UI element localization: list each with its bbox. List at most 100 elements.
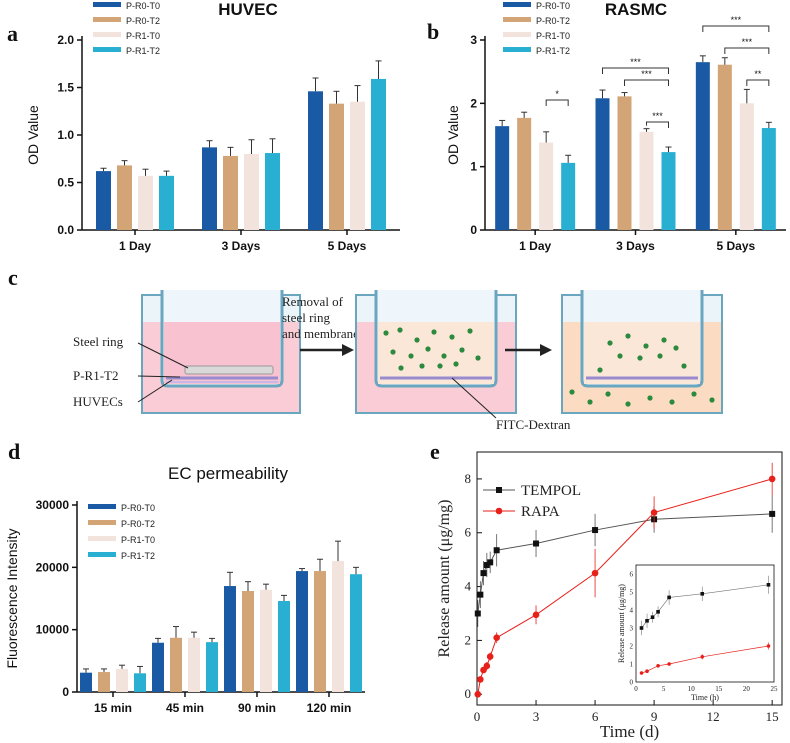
y-tick-label: 10000	[36, 623, 70, 637]
point-rapa	[768, 475, 776, 483]
legend-swatch	[93, 32, 121, 37]
point-tempol	[483, 562, 490, 569]
bar	[350, 101, 365, 230]
panel-d-chart: 0 10000 20000 30000 Fluorescence Intensity EC…	[4, 464, 365, 715]
point-tempol	[769, 510, 776, 517]
well-1-insert-medium	[164, 322, 280, 384]
bar	[116, 668, 128, 692]
legend-swatch	[503, 17, 531, 22]
sig-bracket-day5-b-label: ***	[742, 37, 753, 47]
inset-y-tick-label: 4	[630, 607, 634, 615]
chart-title: RASMC	[605, 0, 667, 19]
dextran-dot	[414, 337, 420, 343]
point-rapa	[650, 509, 658, 516]
dextran-dot	[625, 333, 631, 339]
bar	[223, 155, 238, 230]
chart-title: HUVEC	[218, 0, 278, 19]
sig-bracket-day5-c	[746, 79, 770, 86]
point-rapa	[493, 634, 500, 642]
dextran-dot	[643, 343, 649, 349]
plot-frame	[476, 451, 783, 706]
bar	[617, 96, 632, 230]
dextran-dot	[475, 355, 481, 361]
dextran-dot	[607, 340, 613, 346]
legend-label: P-R1-T2	[121, 551, 155, 561]
dextran-dot	[467, 328, 473, 334]
dextran-dot	[597, 367, 603, 373]
inset-frame	[635, 564, 775, 683]
inset-point-rapa	[667, 662, 671, 666]
panel-a-label: a	[7, 21, 18, 46]
bar	[206, 642, 218, 692]
pointer-dextran	[451, 377, 497, 419]
y-tick-label: 8	[465, 471, 472, 486]
well-3-insert-medium	[584, 322, 700, 384]
transwell-1	[141, 290, 301, 414]
label-removal: Removal of steel ring and membrane	[282, 294, 359, 341]
legend-swatch	[503, 47, 531, 52]
panel-b-chart: 0 1 2 3 OD Value RASMC 1 Day 3 Days 5 Days P-R0-T…	[445, 0, 786, 253]
legend-label: TEMPOL	[521, 483, 581, 499]
point-tempol	[474, 610, 481, 617]
bar	[96, 171, 111, 230]
inset-y-tick-label: 5	[630, 589, 634, 597]
legend-swatch	[88, 504, 116, 509]
inset-x-axis-label: Time (h)	[691, 693, 719, 702]
y-tick-label: 1	[470, 160, 477, 174]
legend-label: P-R1-T2	[536, 46, 570, 56]
dextran-dot	[425, 346, 431, 352]
x-tick-label: 9	[651, 709, 658, 724]
dextran-dot	[661, 337, 667, 343]
bar	[117, 165, 132, 230]
inset-y-axis-label: Release amount (μg/mg)	[617, 584, 626, 663]
x-tick-label: 12	[707, 709, 720, 724]
series-line-rapa	[477, 478, 773, 695]
inset-point-rapa	[700, 655, 705, 659]
dextran-dot	[431, 329, 437, 335]
bar	[202, 147, 217, 230]
x-tick-label: 15 min	[94, 701, 132, 715]
y-axis-label: OD Value	[445, 105, 461, 165]
x-tick-label: 120 min	[307, 701, 352, 715]
inset-y-tick-label: 0	[630, 679, 634, 687]
inset-y-tick-label: 3	[630, 625, 634, 633]
bar	[495, 126, 510, 230]
inset-y-tick-label: 1	[630, 661, 634, 669]
sig-bracket-day1	[545, 99, 569, 106]
transwell-3	[561, 290, 723, 414]
y-tick-label: 2	[465, 632, 472, 647]
legend-label: P-R0-T2	[536, 16, 570, 26]
y-axis-label: Release amount (μg/mg)	[436, 500, 453, 658]
point-tempol	[592, 527, 599, 534]
dextran-dot	[419, 363, 425, 369]
legend-swatch	[503, 32, 531, 37]
dextran-dot	[398, 365, 404, 371]
legend-marker	[496, 487, 502, 493]
inset-point-tempol	[656, 610, 660, 614]
inset-point-tempol	[766, 583, 771, 587]
sig-bracket-day5-a-label: ***	[731, 15, 742, 25]
legend-swatch	[93, 47, 121, 52]
point-tempol	[487, 559, 494, 566]
dextran-dot	[397, 327, 403, 333]
bar	[739, 103, 754, 230]
label-sample: P-R1-T2	[73, 368, 119, 383]
bar	[595, 98, 610, 231]
arrow-2-head	[540, 344, 552, 356]
sig-bracket-day3-c	[646, 121, 669, 128]
inset-point-tempol	[639, 626, 644, 630]
y-tick-label: 0.0	[57, 223, 74, 237]
sig-bracket-day5-b	[724, 47, 770, 54]
panel-e-label: e	[430, 439, 440, 464]
dextran-dot	[637, 355, 643, 361]
legend-label: P-R1-T2	[126, 46, 160, 56]
dextran-dots-2	[383, 327, 481, 371]
point-rapa	[486, 653, 494, 660]
y-tick-label: 6	[465, 525, 472, 540]
bar	[314, 571, 326, 692]
x-tick-label: 5 Days	[328, 239, 367, 253]
sig-bracket-day3-b	[624, 79, 669, 86]
transwell-2	[355, 290, 517, 414]
panel-d-label: d	[8, 439, 20, 464]
